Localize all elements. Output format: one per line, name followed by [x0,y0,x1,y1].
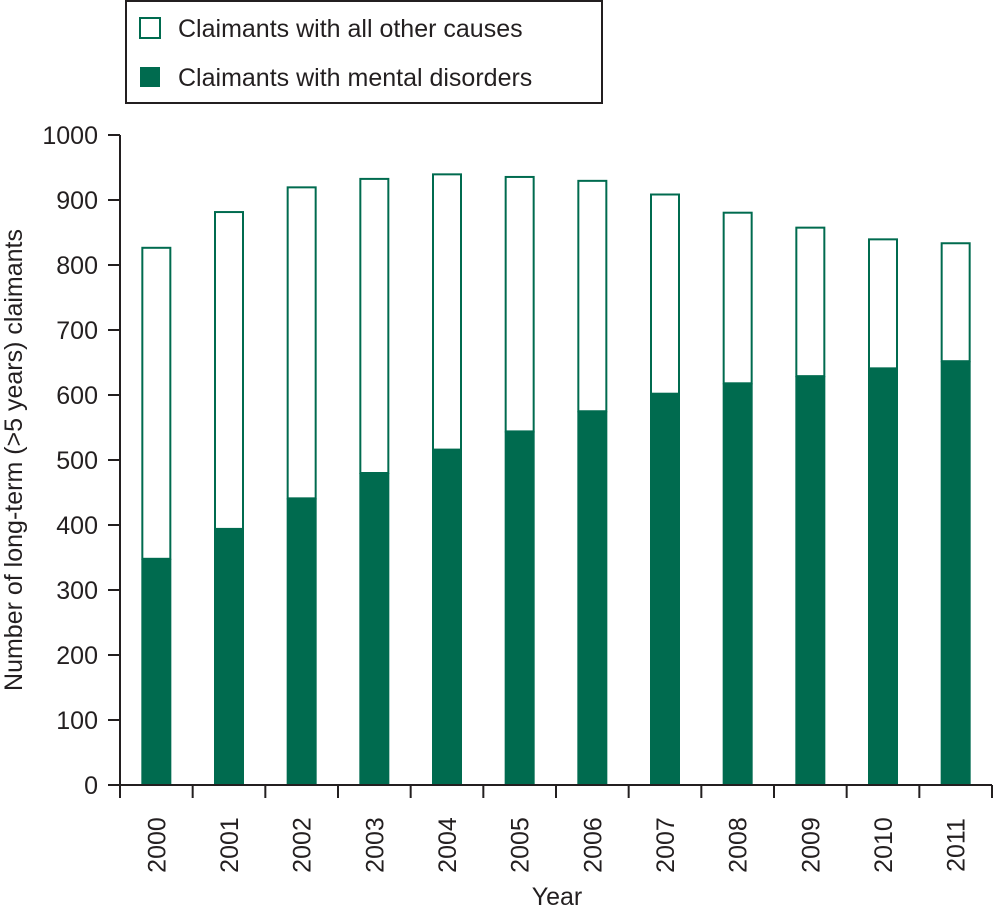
legend-swatch-other-causes [139,17,161,39]
y-tick-label: 800 [56,252,98,280]
legend-label-other-causes: Claimants with all other causes [178,15,523,43]
y-tick-label: 1000 [42,122,98,150]
bar-other-causes-2005 [504,175,535,433]
y-tick-label: 500 [56,447,98,475]
bar-other-causes-2009 [795,226,826,378]
x-axis-title: Year [532,883,583,909]
x-tick-label: 2008 [725,817,753,873]
x-tick-label: 2006 [579,817,607,873]
bar-mental-disorders-2010 [868,368,898,785]
y-tick-label: 100 [56,707,98,735]
bar-mental-disorders-2002 [286,498,317,785]
bar-mental-disorders-2009 [795,376,826,785]
x-tick-label: 2002 [289,817,317,873]
bar-mental-disorders-2001 [214,528,244,785]
x-tick-label: 2010 [870,817,898,873]
legend-swatch-mental-disorders [140,67,160,87]
bar-other-causes-2006 [577,179,608,413]
bar-other-causes-2007 [650,193,680,395]
bar-mental-disorders-2004 [432,449,462,785]
bar-other-causes-2004 [432,173,462,451]
y-tick-label: 700 [56,317,98,345]
legend-label-mental-disorders: Claimants with mental disorders [178,64,532,92]
bar-mental-disorders-2007 [650,393,680,785]
y-tick-label: 400 [56,512,98,540]
bar-mental-disorders-2011 [940,361,971,785]
y-tick-label: 600 [56,382,98,410]
x-tick-label: 2009 [797,817,825,873]
x-tick-label: 2005 [507,817,535,873]
x-tick-label: 2001 [216,817,244,873]
bar-other-causes-2010 [868,238,898,370]
bar-other-causes-2003 [359,177,390,474]
legend: Claimants with all other causes Claimants… [125,0,603,104]
bar-mental-disorders-2003 [359,473,390,785]
x-tick-label: 2003 [361,817,389,873]
legend-box [125,0,603,104]
bar-other-causes-2000 [141,246,172,560]
y-tick-label: 900 [56,187,98,215]
bar-mental-disorders-2005 [504,431,535,785]
bar-other-causes-2008 [722,211,753,385]
bar-mental-disorders-2006 [577,411,608,785]
y-axis: 0 100 200 300 400 500 600 700 800 900 1000 [42,122,121,800]
bar-mental-disorders-2000 [141,558,172,785]
bar-other-causes-2011 [940,242,971,363]
bar-other-causes-2001 [214,211,244,530]
x-tick-label: 2011 [943,818,971,872]
bar-mental-disorders-2008 [722,383,753,785]
bars [141,173,971,785]
y-tick-label: 0 [84,772,98,800]
y-tick-label: 300 [56,577,98,605]
bar-other-causes-2002 [286,186,317,500]
x-axis: 2000 2001 2002 2003 2004 2005 2006 2007 2008 2009… [119,784,993,873]
x-tick-label: 2004 [434,817,462,873]
y-axis-title: Number of long-term (>5 years) claimants [0,229,28,691]
x-tick-label: 2000 [143,817,171,873]
y-tick-label: 200 [56,642,98,670]
x-tick-label: 2007 [652,817,680,873]
